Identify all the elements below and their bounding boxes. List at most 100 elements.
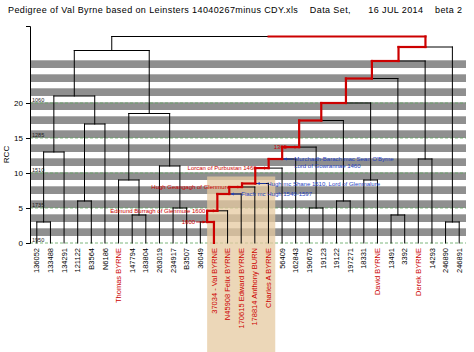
grid-band (30, 88, 466, 96)
link-vertical (445, 222, 446, 243)
leaf-label: 36049 (196, 248, 205, 269)
link-horizontal (255, 168, 282, 169)
link-horizontal (337, 201, 351, 202)
link-vertical (74, 51, 75, 97)
grid-band (30, 116, 466, 124)
link-horizontal (85, 124, 105, 125)
link-horizontal (44, 152, 64, 153)
grid-band (30, 60, 466, 68)
link-vertical (145, 215, 146, 243)
annotation: 1600 (182, 219, 206, 225)
link-vertical (397, 47, 399, 61)
lineage-horizontal (346, 77, 372, 79)
annotation: Fiach mc Hugh 1540-1597 (231, 191, 313, 197)
tick-label: 10 (14, 169, 23, 178)
link-horizontal (282, 147, 316, 148)
leaf-label: Derek BYRNE (414, 248, 423, 296)
link-vertical (282, 168, 283, 243)
link-vertical (309, 208, 310, 243)
annotation-arrowhead (238, 185, 241, 188)
leaf-label: David BYRNE (373, 248, 382, 295)
link-horizontal (321, 103, 370, 104)
annotation-text: Murchadh-Barach mac Sean O'Byrne (294, 156, 394, 162)
annotation: Hugh mc Shane 1510, Lord of Glenmalure (257, 181, 381, 187)
leaf-label: N6186 (101, 248, 110, 270)
lineage-horizontal (255, 167, 268, 169)
leaf-label: Charles A BYRNE (264, 248, 273, 308)
link-vertical (77, 201, 78, 243)
leaf-label: 178814 Anthony BURN (250, 248, 259, 326)
link-horizontal (269, 159, 296, 160)
lineage-horizontal (321, 102, 346, 104)
leaf-label: 246890 (441, 248, 450, 273)
annotation-arrowhead (284, 157, 287, 160)
leaf-label: Thomas BYRNE (114, 248, 123, 303)
leaf-label: 19123 (319, 248, 328, 269)
leaf-label: 14293 (428, 248, 437, 269)
link-horizontal (391, 215, 405, 216)
lineage-horizontal (217, 193, 229, 195)
tick-label: 20 (14, 99, 23, 108)
leaf-label: 133488 (46, 248, 55, 273)
link-vertical (200, 222, 201, 243)
lineage-horizontal (299, 119, 321, 121)
link-horizontal (78, 201, 92, 202)
annotation-text: Lorcan of Purbustan 1460 (188, 165, 258, 171)
annotation-text: Edmund Burragh of Glenmure 1600 (110, 208, 206, 214)
link-horizontal (207, 210, 227, 211)
link-vertical (459, 222, 460, 243)
link-vertical (391, 215, 392, 243)
annotation-text: 1600 (182, 219, 196, 225)
tick-label: 5 (19, 204, 24, 213)
leaf-label: 13491 (387, 248, 396, 269)
link-vertical (206, 211, 208, 222)
link-vertical (159, 166, 160, 243)
grid-band (30, 130, 466, 138)
annotation: Hugh Geangagh of Glenmure (151, 184, 240, 190)
annotation-arrowhead (203, 220, 206, 223)
link-vertical (431, 159, 432, 243)
leaf-label: B3564 (87, 248, 96, 270)
leaf-label: 197271 (346, 248, 355, 273)
link-vertical (91, 201, 92, 243)
annotation: 1305 (274, 144, 298, 150)
chart-root: 0510152019501735151012851060RCCPedigree … (0, 0, 474, 352)
link-vertical (298, 121, 300, 148)
link-horizontal (112, 36, 426, 37)
annotation-arrowhead (264, 167, 267, 170)
link-horizontal (54, 96, 95, 97)
leaf-label: 19122 (332, 248, 341, 269)
leaf-label: 183804 (141, 248, 150, 273)
link-vertical (213, 222, 215, 243)
tick-mark (26, 243, 30, 244)
link-vertical (322, 208, 323, 243)
link-vertical (128, 114, 129, 181)
leaf-label: 134291 (60, 248, 69, 273)
link-vertical (169, 114, 170, 167)
link-vertical (345, 79, 347, 104)
leaf-label: 18331 (359, 248, 368, 269)
link-horizontal (309, 208, 323, 209)
link-vertical (149, 51, 150, 114)
link-vertical (425, 61, 426, 159)
link-horizontal (446, 222, 460, 223)
tick-label: 0 (19, 239, 24, 248)
link-vertical (241, 194, 242, 243)
link-vertical (404, 215, 405, 243)
annotation: Murchadh-Barach mac Sean O'ByrneLord of … (284, 156, 395, 169)
link-vertical (295, 159, 296, 243)
lineage-horizontal (372, 60, 399, 62)
link-horizontal (217, 194, 241, 195)
y-tick: 15 (14, 134, 30, 143)
leaf-label: 37034 - Val BYRNE (210, 248, 219, 314)
grid-band (30, 102, 466, 110)
link-vertical (132, 215, 133, 243)
annotation-arrowhead (231, 192, 234, 195)
link-vertical (268, 159, 270, 168)
lineage-horizontal (207, 210, 217, 212)
annotation: Lorcan of Purbustan 1460 (188, 165, 268, 171)
leaf-label: 136052 (32, 248, 41, 273)
link-horizontal (372, 61, 425, 62)
leaf-label: 170615 Edward BYRNE (237, 248, 246, 328)
link-vertical (104, 124, 105, 243)
